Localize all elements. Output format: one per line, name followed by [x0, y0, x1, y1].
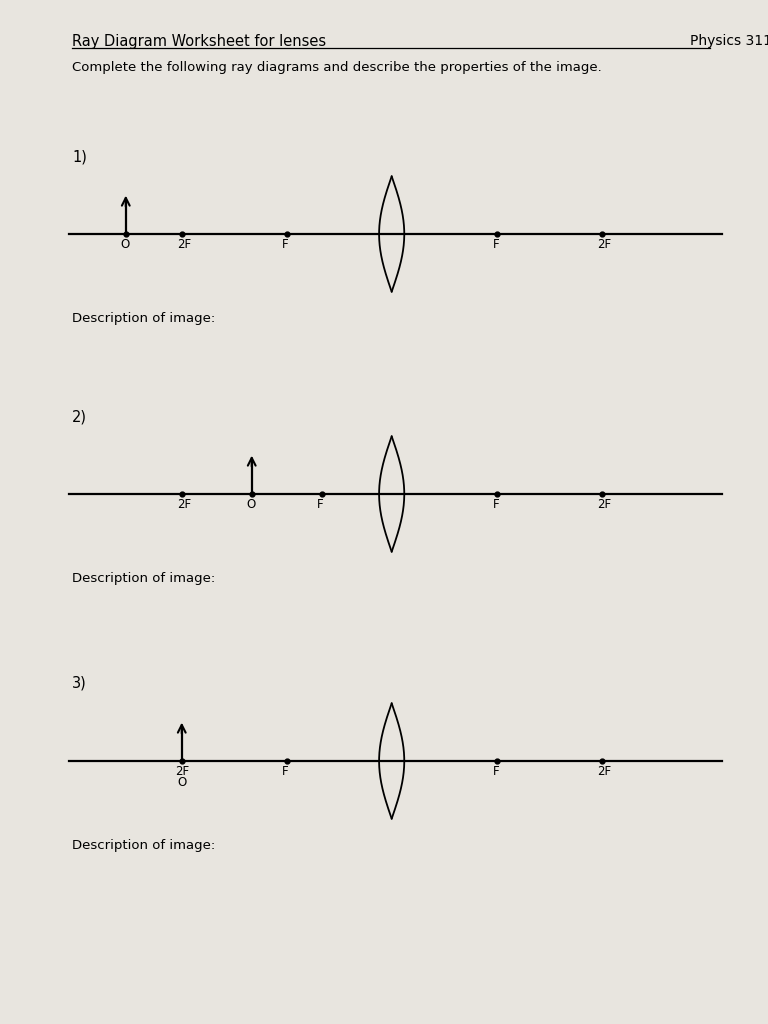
Text: Ray Diagram Worksheet for lenses: Ray Diagram Worksheet for lenses — [72, 34, 326, 49]
Text: F: F — [316, 498, 323, 511]
Text: Description of image:: Description of image: — [72, 839, 215, 852]
Text: F: F — [282, 238, 288, 251]
Text: 2F: 2F — [598, 765, 612, 778]
Text: Description of image:: Description of image: — [72, 572, 215, 585]
Text: Description of image:: Description of image: — [72, 312, 215, 325]
Text: 2F: 2F — [177, 498, 191, 511]
Text: 2F: 2F — [175, 765, 189, 778]
Text: O: O — [177, 776, 187, 790]
Text: 1): 1) — [72, 150, 87, 164]
Text: 2): 2) — [72, 409, 87, 424]
Text: O: O — [247, 498, 256, 511]
Text: 2F: 2F — [598, 498, 612, 511]
Text: F: F — [492, 238, 499, 251]
Text: F: F — [282, 765, 288, 778]
Text: Complete the following ray diagrams and describe the properties of the image.: Complete the following ray diagrams and … — [72, 61, 602, 74]
Text: F: F — [492, 765, 499, 778]
Text: F: F — [492, 498, 499, 511]
Text: 2F: 2F — [177, 238, 191, 251]
Text: 2F: 2F — [598, 238, 612, 251]
Text: 3): 3) — [72, 676, 87, 691]
Text: Physics 311: Physics 311 — [690, 34, 768, 48]
Text: O: O — [121, 238, 130, 251]
